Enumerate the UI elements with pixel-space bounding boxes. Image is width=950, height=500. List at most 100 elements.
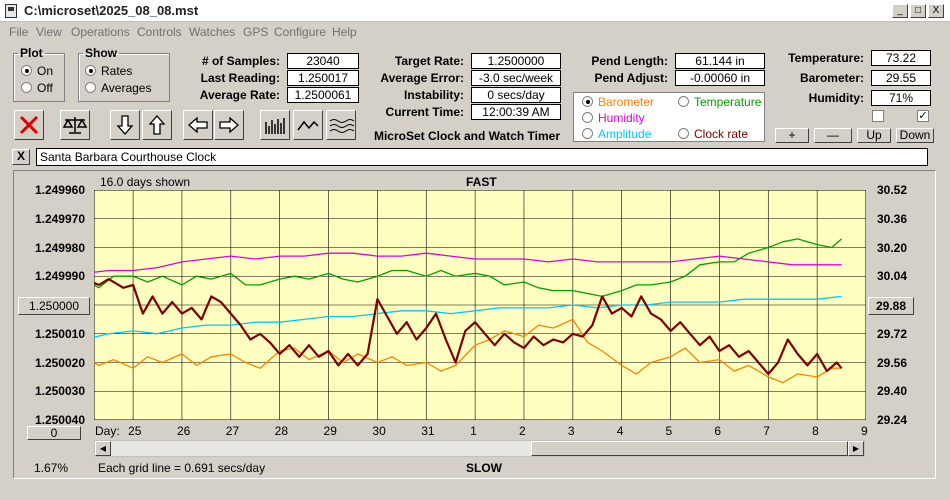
radio-icon [21,82,32,93]
overlay-barometer-radio[interactable]: Barometer [582,95,654,109]
day-tick-label: 28 [274,424,289,438]
arrow-left-button[interactable] [183,110,213,140]
pend-length-label: Pend Length: [591,54,668,68]
wave-view-button[interactable] [326,110,356,140]
overlay-humidity-radio[interactable]: Humidity [582,111,645,125]
average-rate-value: 1.2500061 [287,87,359,103]
right-tick-label: 29.72 [876,326,908,341]
clock-name-field[interactable]: Santa Barbara Courthouse Clock [36,148,928,166]
menu-watches[interactable]: Watches [189,25,236,39]
arrow-down-button[interactable] [110,110,140,140]
series-line-temperature [94,238,843,298]
menu-view[interactable]: View [36,25,62,39]
day-tick-label: 2 [518,424,526,438]
current-time-value: 12:00:39 AM [471,104,561,120]
left-tick-label: 1.250030 [34,384,85,399]
right-tick-label: 30.04 [876,269,908,284]
line-graph-icon [297,120,319,131]
checkbox-1[interactable] [872,110,884,122]
stop-button[interactable] [14,110,44,140]
day-tick-label: 1 [470,424,477,438]
day-tick-label: 4 [616,424,624,438]
day-tick-label: 5 [665,424,673,438]
scroll-thumb[interactable] [531,441,848,456]
plot-on-radio[interactable]: On [21,64,53,78]
day-tick-label: 7 [763,424,770,438]
arrow-right-icon [219,116,239,134]
scale-minus-button[interactable]: — [814,128,852,143]
barometer-value: 29.55 [871,70,931,86]
menu-configure[interactable]: Configure [274,25,327,39]
show-rates-radio[interactable]: Rates [85,64,132,78]
pend-length-value: 61.144 in [675,53,765,69]
days-shown-label: 16.0 days shown [100,175,191,189]
menu-operations[interactable]: Operations [71,25,130,39]
right-tick-label: 29.24 [876,413,908,427]
wave-icon [329,119,354,133]
maximize-button[interactable]: □ [910,4,926,18]
average-error-label: Average Error: [380,71,464,85]
average-rate-label: Average Rate: [199,88,280,102]
samples-value: 23040 [287,53,359,69]
radio-selected-icon [85,65,96,76]
radio-selected-icon [582,96,593,107]
arrow-right-button[interactable] [214,110,244,140]
instability-label: Instability: [403,88,464,102]
show-legend: Show [85,46,117,60]
line-view-button[interactable] [293,110,323,140]
day-tick-label: 6 [714,424,722,438]
right-tick-label: 29.56 [876,355,908,370]
day-tick-label: 30 [372,424,386,438]
scroll-right-arrow-icon[interactable]: ▶ [848,441,864,456]
time-scrollbar[interactable]: ◀ ▶ [94,440,865,457]
center-rate-button[interactable]: 1.250000 [18,297,90,315]
plot-group: Plot [13,46,65,102]
minimize-button[interactable]: _ [892,4,908,18]
show-averages-radio[interactable]: Averages [85,81,151,95]
title-bar: C:\microset\2025_08_08.mst _ □ X [0,0,950,22]
right-tick-label: 30.52 [876,183,908,197]
plot-legend: Plot [20,46,43,60]
scroll-left-arrow-icon[interactable]: ◀ [95,441,111,456]
day-axis-label: Day: [95,424,120,438]
bar-view-button[interactable] [260,110,290,140]
average-error-value: -3.0 sec/week [471,70,561,86]
left-tick-label: 1.249960 [34,183,85,197]
menu-help[interactable]: Help [332,25,357,39]
app-title: MicroSet Clock and Watch Timer [373,129,561,143]
rate-chart[interactable] [94,190,866,420]
overlay-amplitude-radio[interactable]: Amplitude [582,127,651,141]
center-baro-button[interactable]: 29.88 [868,297,914,315]
arrow-up-button[interactable] [142,110,172,140]
scale-up-button[interactable]: Up [857,128,891,143]
close-button[interactable]: X [928,4,944,18]
fast-label: FAST [466,175,497,189]
overlay-selector [573,92,765,142]
day-tick-label: 29 [323,424,337,438]
checkbox-2[interactable]: ✓ [917,110,929,122]
pend-adjust-label: Pend Adjust: [594,71,668,85]
scale-plus-button[interactable]: + [775,128,809,143]
close-clock-button[interactable]: X [12,149,30,165]
menu-controls[interactable]: Controls [137,25,182,39]
radio-selected-icon [21,65,32,76]
balance-button[interactable] [60,110,90,140]
series-lines [94,238,843,384]
menu-file[interactable]: File [9,25,29,39]
menu-gps[interactable]: GPS [243,25,269,39]
temperature-value: 73.22 [871,50,931,66]
scale-down-button[interactable]: Down [896,128,934,143]
arrow-up-icon [148,115,166,135]
left-tick-label: 1.250020 [34,355,85,370]
day-tick-label: 3 [567,424,575,438]
day-tick-label: 31 [421,424,435,438]
day-tick-label: 9 [861,424,868,438]
overlay-clockrate-radio[interactable]: Clock rate [678,127,748,141]
overlay-temperature-radio[interactable]: Temperature [678,95,761,109]
left-tick-label: 1.249980 [34,240,85,255]
radio-icon [85,82,96,93]
target-rate-label: Target Rate: [394,54,464,68]
offset-button[interactable]: 0 [27,426,81,440]
humidity-label: Humidity: [808,91,864,105]
plot-off-radio[interactable]: Off [21,81,53,95]
